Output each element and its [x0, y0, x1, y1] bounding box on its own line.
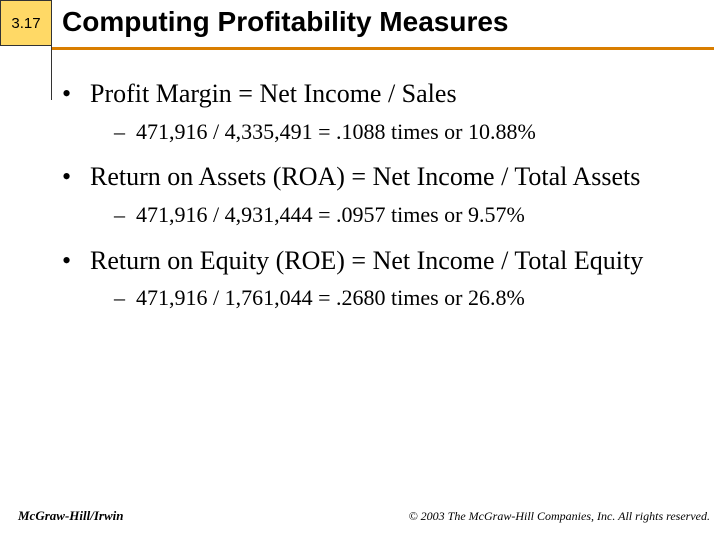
left-rule — [51, 46, 52, 100]
bullet-main: • Return on Assets (ROA) = Net Income / … — [62, 161, 700, 194]
sub-text: 471,916 / 1,761,044 = .2680 times or 26.… — [136, 283, 525, 314]
bullet-marker: • — [62, 161, 90, 194]
content-area: • Profit Margin = Net Income / Sales – 4… — [62, 78, 700, 328]
bullet-text: Return on Assets (ROA) = Net Income / To… — [90, 161, 700, 194]
bullet-marker: • — [62, 245, 90, 278]
bullet-main: • Return on Equity (ROE) = Net Income / … — [62, 245, 700, 278]
dash-marker: – — [114, 117, 136, 148]
dash-marker: – — [114, 200, 136, 231]
bullet-sub: – 471,916 / 4,335,491 = .1088 times or 1… — [62, 117, 700, 148]
page-title: Computing Profitability Measures — [62, 6, 710, 38]
sub-text: 471,916 / 4,335,491 = .1088 times or 10.… — [136, 117, 536, 148]
bullet-text: Profit Margin = Net Income / Sales — [90, 78, 700, 111]
footer-left: McGraw-Hill/Irwin — [18, 508, 123, 524]
bullet-marker: • — [62, 78, 90, 111]
sub-text: 471,916 / 4,931,444 = .0957 times or 9.5… — [136, 200, 525, 231]
bullet-main: • Profit Margin = Net Income / Sales — [62, 78, 700, 111]
bullet-sub: – 471,916 / 1,761,044 = .2680 times or 2… — [62, 283, 700, 314]
title-underline — [52, 47, 714, 50]
bullet-item: • Return on Equity (ROE) = Net Income / … — [62, 245, 700, 314]
bullet-item: • Profit Margin = Net Income / Sales – 4… — [62, 78, 700, 147]
bullet-text: Return on Equity (ROE) = Net Income / To… — [90, 245, 700, 278]
bullet-sub: – 471,916 / 4,931,444 = .0957 times or 9… — [62, 200, 700, 231]
dash-marker: – — [114, 283, 136, 314]
footer-right: © 2003 The McGraw-Hill Companies, Inc. A… — [409, 509, 710, 524]
slide-number: 3.17 — [11, 15, 40, 32]
slide-number-box: 3.17 — [0, 0, 52, 46]
bullet-item: • Return on Assets (ROA) = Net Income / … — [62, 161, 700, 230]
